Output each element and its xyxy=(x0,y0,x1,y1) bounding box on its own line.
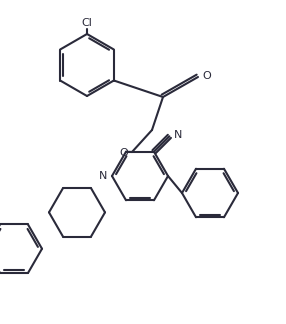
Text: N: N xyxy=(99,171,107,181)
Text: N: N xyxy=(173,130,182,140)
Text: O: O xyxy=(202,71,211,81)
Text: O: O xyxy=(119,148,128,158)
Text: Cl: Cl xyxy=(82,18,92,28)
